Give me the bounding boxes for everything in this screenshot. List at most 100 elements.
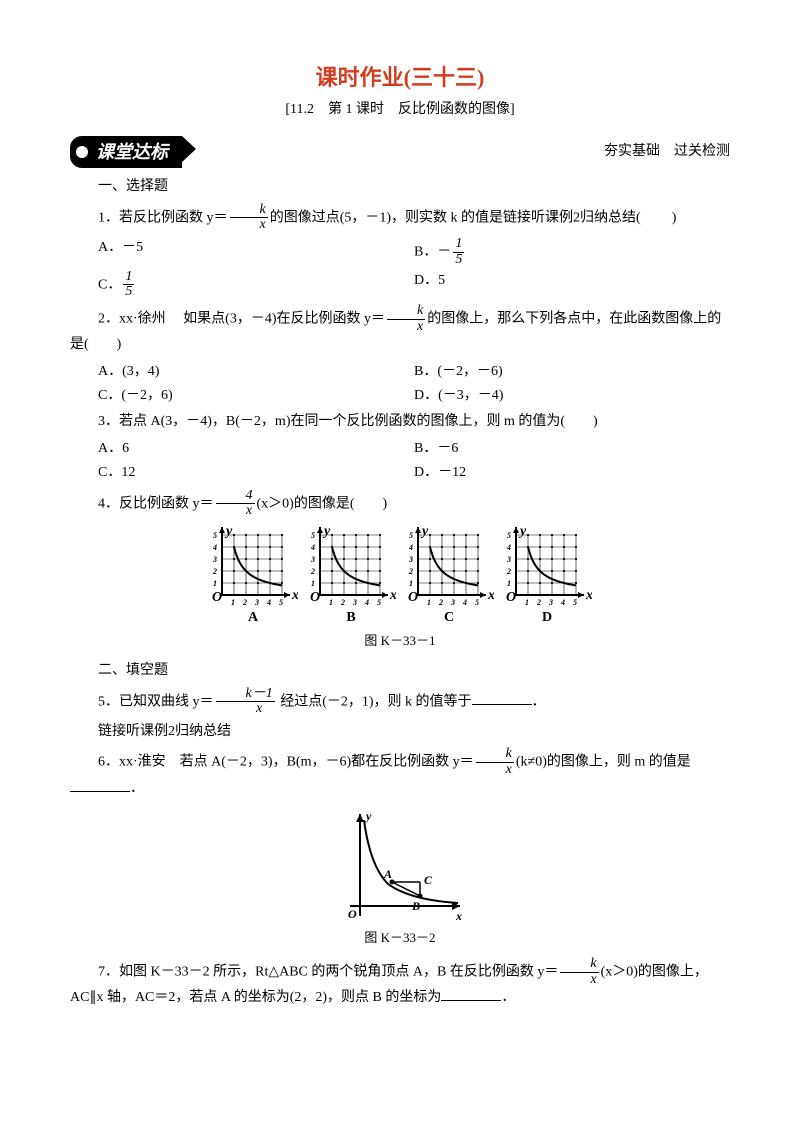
q6-text-a: 6．xx·淮安 若点 A(－2，3)，B(m，－6)都在反比例函数 y＝	[98, 755, 474, 770]
svg-text:4: 4	[310, 543, 315, 552]
banner-right: 夯实基础 过关检测	[604, 141, 730, 163]
svg-text:x: x	[291, 588, 298, 603]
q2-opt-b: B．(－2，－6)	[414, 361, 730, 383]
question-4: 4．反比例函数 y＝4x(x＞0)的图像是( )	[70, 489, 730, 519]
svg-text:O: O	[212, 590, 222, 605]
svg-text:3: 3	[212, 555, 217, 564]
q2-opt-a: A．(3，4)	[98, 361, 414, 383]
svg-text:1: 1	[507, 579, 511, 588]
svg-text:5: 5	[311, 531, 315, 540]
question-3: 3．若点 A(3，－4)，B(－2，m)在同一个反比例函数的图像上，则 m 的值…	[70, 411, 730, 433]
fraction-k-over-x: kx	[387, 304, 425, 334]
svg-text:5: 5	[573, 598, 577, 605]
svg-text:1: 1	[213, 579, 217, 588]
svg-text:O: O	[506, 590, 516, 605]
svg-text:5: 5	[507, 531, 511, 540]
svg-text:3: 3	[254, 598, 259, 605]
q3-opt-a: A．6	[98, 438, 414, 460]
svg-text:2: 2	[242, 598, 247, 605]
svg-text:4: 4	[212, 543, 217, 552]
q3-opt-d: D．－12	[414, 462, 730, 484]
q1-options-row1: A．－5 B．－15	[70, 237, 730, 267]
svg-text:A: A	[383, 867, 392, 881]
svg-text:B: B	[411, 899, 420, 913]
q1-opt-b: B．－15	[414, 237, 730, 267]
chart-a: 1122334455 yxO A	[208, 525, 298, 629]
q1-text-a: 1．若反比例函数 y＝	[98, 210, 228, 225]
svg-text:y: y	[224, 525, 233, 539]
question-6: 6．xx·淮安 若点 A(－2，3)，B(m，－6)都在反比例函数 y＝kx(k…	[70, 747, 730, 800]
svg-text:x: x	[487, 588, 494, 603]
q5-text-a: 5．已知双曲线 y＝	[98, 694, 214, 709]
q4-text-b: (x＞0)的图像是( )	[257, 496, 388, 511]
q6-text-b: (k≠0)的图像上，则 m 的值是	[516, 755, 691, 770]
svg-text:2: 2	[536, 598, 541, 605]
svg-text:3: 3	[548, 598, 553, 605]
svg-text:x: x	[455, 909, 462, 923]
q1-opt-a: A．－5	[98, 237, 414, 267]
q1-opt-d: D．5	[414, 270, 730, 300]
chart-b: 1122334455 yxO B	[306, 525, 396, 629]
q1-options-row2: C．15 D．5	[70, 270, 730, 300]
svg-text:1: 1	[427, 598, 431, 605]
fraction-k-over-x: kx	[230, 203, 268, 233]
svg-text:5: 5	[279, 598, 283, 605]
svg-text:2: 2	[212, 567, 217, 576]
q5-note: 链接听课例2归纳总结	[70, 721, 730, 743]
chart-c: 1122334455 yxO C	[404, 525, 494, 629]
svg-text:1: 1	[409, 579, 413, 588]
svg-text:5: 5	[213, 531, 217, 540]
svg-text:4: 4	[266, 598, 271, 605]
blank-input	[441, 988, 501, 1002]
fraction-k1-over-x: k－1x	[216, 687, 275, 717]
q7-text-a: 7．如图 K－33－2 所示，Rt△ABC 的两个锐角顶点 A，B 在反比例函数…	[98, 964, 558, 979]
fraction-4-over-x: 4x	[216, 489, 255, 519]
svg-text:x: x	[389, 588, 396, 603]
svg-text:1: 1	[311, 579, 315, 588]
q3-opt-c: C．12	[98, 462, 414, 484]
figure-caption-2: 图 K－33－2	[70, 928, 730, 949]
q3-options-row1: A．6 B．－6	[70, 438, 730, 460]
q5-tail: ．	[532, 694, 546, 709]
svg-text:4: 4	[364, 598, 369, 605]
page-title: 课时作业(三十三)	[70, 60, 730, 95]
svg-text:C: C	[424, 873, 433, 887]
q1-paren: ( )	[636, 210, 677, 225]
svg-text:1: 1	[329, 598, 333, 605]
chart-d: 1122334455 yxO D	[502, 525, 592, 629]
q4-text-a: 4．反比例函数 y＝	[98, 496, 214, 511]
blank-input	[70, 778, 130, 792]
svg-text:4: 4	[560, 598, 565, 605]
svg-text:4: 4	[408, 543, 413, 552]
svg-text:3: 3	[450, 598, 455, 605]
question-5: 5．已知双曲线 y＝k－1x 经过点(－2，1)，则 k 的值等于．	[70, 687, 730, 717]
figure-k-33-2: A C B O y x	[70, 806, 730, 926]
svg-text:y: y	[322, 525, 331, 539]
q3-opt-b: B．－6	[414, 438, 730, 460]
svg-text:5: 5	[377, 598, 381, 605]
q3-options-row2: C．12 D．－12	[70, 462, 730, 484]
q6-tail: ．	[130, 781, 144, 796]
page-subtitle: [11.2 第 1 课时 反比例函数的图像]	[70, 99, 730, 121]
svg-text:2: 2	[408, 567, 413, 576]
svg-text:y: y	[420, 525, 429, 539]
q1-text-b: 的图像过点(5，－1)，则实数 k 的值是链接听课例2归纳总结	[270, 210, 636, 225]
q2-options-row2: C．(－2，6) D．(－3，－4)	[70, 385, 730, 407]
q2-text-a: 2．xx·徐州 如果点(3，－4)在反比例函数 y＝	[98, 311, 385, 326]
q2-options-row1: A．(3，4) B．(－2，－6)	[70, 361, 730, 383]
question-1: 1．若反比例函数 y＝kx的图像过点(5，－1)，则实数 k 的值是链接听课例2…	[70, 203, 730, 233]
blank-input	[472, 691, 532, 705]
svg-text:2: 2	[438, 598, 443, 605]
svg-text:O: O	[408, 590, 418, 605]
svg-text:5: 5	[409, 531, 413, 540]
banner-row: 课堂达标 夯实基础 过关检测	[70, 136, 730, 169]
svg-text:x: x	[585, 588, 592, 603]
fraction-k-over-x: kx	[476, 747, 514, 777]
svg-text:4: 4	[462, 598, 467, 605]
svg-text:3: 3	[506, 555, 511, 564]
q2-opt-d: D．(－3，－4)	[414, 385, 730, 407]
svg-text:2: 2	[310, 567, 315, 576]
svg-text:y: y	[364, 809, 372, 823]
svg-text:2: 2	[506, 567, 511, 576]
question-2: 2．xx·徐州 如果点(3，－4)在反比例函数 y＝kx的图像上，那么下列各点中…	[70, 304, 730, 357]
